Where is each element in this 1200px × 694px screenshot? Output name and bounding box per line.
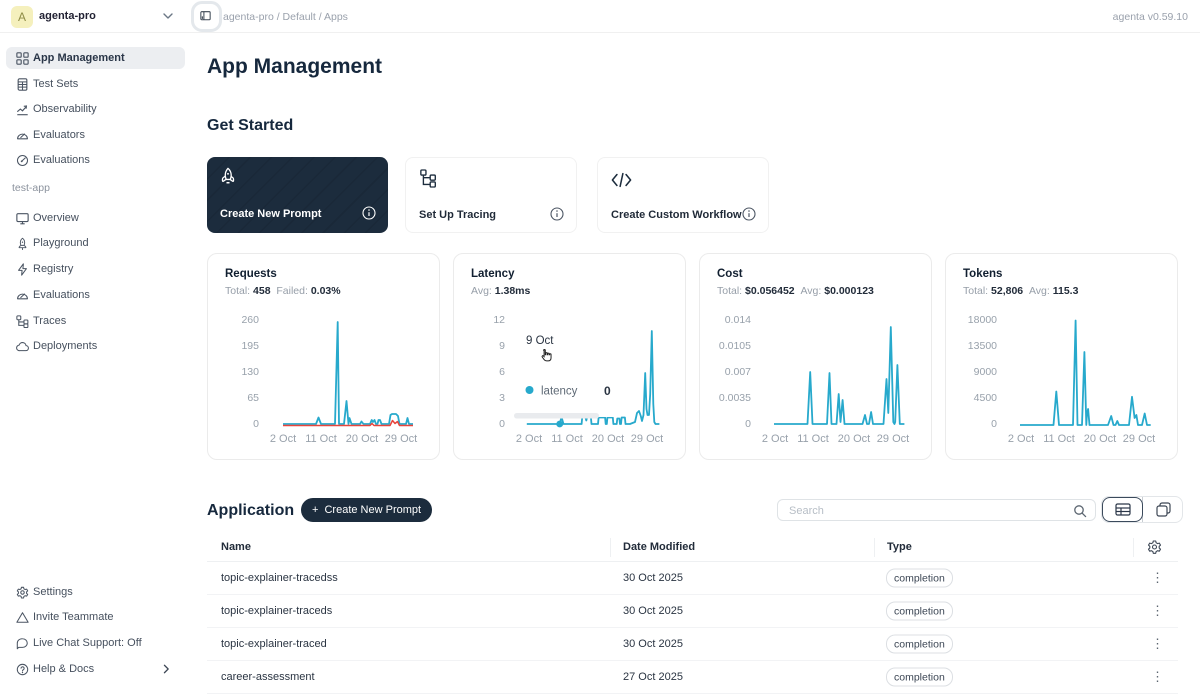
svg-text:130: 130 — [241, 366, 259, 378]
svg-text:2 Oct: 2 Oct — [1008, 433, 1034, 445]
svg-text:0: 0 — [991, 418, 997, 430]
svg-text:195: 195 — [241, 340, 259, 352]
svg-text:20 Oct: 20 Oct — [592, 433, 624, 445]
svg-text:0.007: 0.007 — [725, 366, 751, 378]
svg-text:65: 65 — [247, 392, 259, 404]
svg-text:0: 0 — [745, 418, 751, 430]
svg-text:0.014: 0.014 — [725, 314, 751, 326]
svg-text:3: 3 — [499, 392, 505, 404]
svg-text:29 Oct: 29 Oct — [631, 433, 663, 445]
svg-text:13500: 13500 — [968, 340, 997, 352]
svg-text:0: 0 — [499, 418, 505, 430]
svg-text:29 Oct: 29 Oct — [385, 433, 417, 445]
svg-text:2 Oct: 2 Oct — [762, 433, 788, 445]
svg-text:29 Oct: 29 Oct — [877, 433, 909, 445]
svg-text:29 Oct: 29 Oct — [1123, 433, 1155, 445]
svg-text:9000: 9000 — [974, 366, 998, 378]
svg-text:20 Oct: 20 Oct — [838, 433, 870, 445]
svg-text:2 Oct: 2 Oct — [516, 433, 542, 445]
svg-text:260: 260 — [241, 314, 259, 326]
svg-text:20 Oct: 20 Oct — [1084, 433, 1116, 445]
svg-text:6: 6 — [499, 366, 505, 378]
svg-text:9 Oct: 9 Oct — [526, 335, 554, 347]
svg-text:0: 0 — [604, 384, 611, 398]
svg-text:11 Oct: 11 Oct — [1043, 433, 1075, 445]
svg-text:18000: 18000 — [968, 314, 997, 326]
svg-text:12: 12 — [493, 314, 505, 326]
svg-text:11 Oct: 11 Oct — [305, 433, 337, 445]
svg-text:11 Oct: 11 Oct — [797, 433, 829, 445]
svg-text:latency: latency — [541, 386, 578, 398]
svg-text:0.0035: 0.0035 — [719, 392, 751, 404]
svg-text:2 Oct: 2 Oct — [270, 433, 296, 445]
svg-text:9: 9 — [499, 340, 505, 352]
svg-text:0.0105: 0.0105 — [719, 340, 751, 352]
svg-text:20 Oct: 20 Oct — [346, 433, 378, 445]
svg-text:4500: 4500 — [974, 392, 998, 404]
svg-text:0: 0 — [253, 418, 259, 430]
svg-text:11 Oct: 11 Oct — [551, 433, 583, 445]
